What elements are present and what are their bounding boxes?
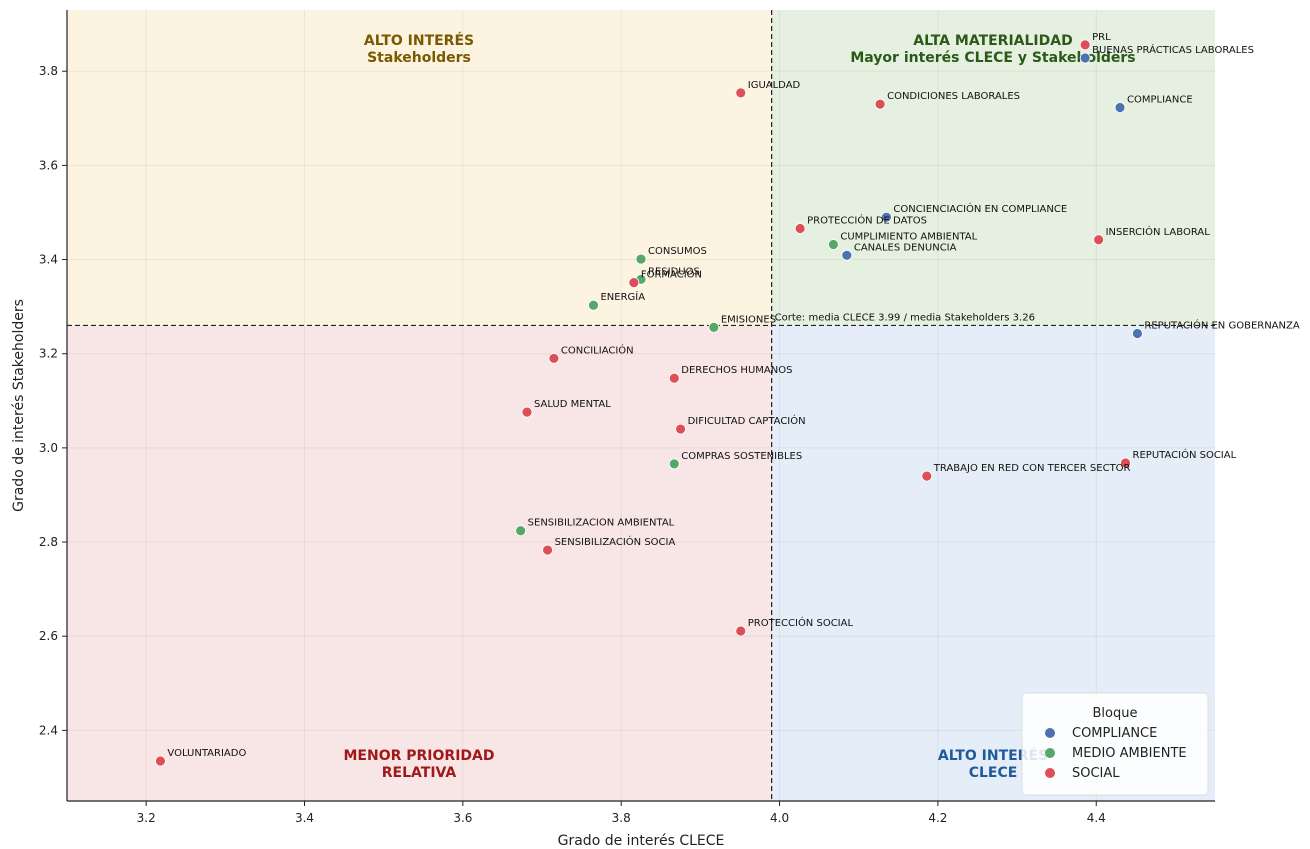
data-point[interactable] [515,525,527,537]
quadrant-bottom-left-label-line-1: MENOR PRIORIDAD [344,748,495,764]
data-point[interactable] [1093,234,1105,246]
data-point-label: COMPRAS SOSTENIBLES [681,451,802,462]
x-tick-label: 3.8 [612,811,631,825]
legend-entry-label: SOCIAL [1072,766,1120,781]
quadrant-top-left-bg [67,10,772,326]
y-tick-label: 2.4 [39,723,58,737]
data-point-label: COMPLIANCE [1127,94,1193,105]
data-point[interactable] [1114,102,1126,113]
data-point-label: CONCILIACIÓN [561,343,634,356]
data-point-label: ENERGÍA [600,290,645,303]
quadrant-bottom-left-label-line-2: RELATIVA [382,765,457,781]
data-point-label: SENSIBILIZACION AMBIENTAL [528,518,675,529]
quadrant-bottom-right-label-line-1: ALTO INTERÉS [938,747,1048,764]
x-tick-label: 4.0 [770,811,789,825]
x-tick-label: 4.4 [1087,811,1106,825]
y-tick-label: 2.6 [39,629,58,643]
data-point[interactable] [1079,39,1091,51]
data-point-label: SALUD MENTAL [534,399,611,410]
quadrant-bottom-left-bg [67,325,772,801]
data-point[interactable] [1079,52,1091,64]
data-point[interactable] [735,625,747,637]
legend-marker [1045,728,1055,738]
data-point-label: PROTECCIÓN SOCIAL [748,616,854,629]
legend-title: Bloque [1093,706,1138,721]
quadrant-top-right-label-line-2: Mayor interés CLECE y Stakeholders [850,50,1135,66]
data-point[interactable] [542,544,553,556]
x-tick-label: 3.2 [137,811,156,825]
data-point[interactable] [588,299,599,311]
cut-line-label: Corte: media CLECE 3.99 / media Stakehol… [775,312,1035,323]
data-point[interactable] [1120,457,1131,469]
data-point-label: CUMPLIMIENTO AMBIENTAL [840,231,977,242]
data-point-label: TRABAJO EN RED CON TERCER SECTOR [933,463,1131,474]
y-tick-label: 2.8 [39,535,58,549]
data-point-label: DIFICULTAD CAPTACIÓN [688,414,806,427]
data-point[interactable] [635,253,647,265]
data-point[interactable] [735,87,747,99]
data-point[interactable] [668,372,680,384]
data-point[interactable] [708,321,720,333]
legend-marker [1045,768,1055,778]
data-point-label: CONDICIONES LABORALES [887,91,1020,102]
data-point-label: INSERCIÓN LABORAL [1106,225,1211,238]
quadrant-top-right-bg [771,10,1215,326]
legend-marker [1045,748,1055,758]
data-point-label: CANALES DENUNCIA [854,242,957,253]
data-point[interactable] [628,277,640,289]
data-point[interactable] [874,98,886,110]
data-point-label: IGUALDAD [748,80,801,91]
y-tick-label: 3.0 [39,441,58,455]
data-point[interactable] [827,239,839,250]
data-point-label: FORMACIÓN [641,268,702,281]
data-point[interactable] [841,249,853,261]
data-point-label: DERECHOS HUMANOS [681,365,792,376]
data-point-label: CONSUMOS [648,246,707,257]
y-tick-label: 3.4 [39,253,58,267]
y-tick-label: 3.2 [39,347,58,361]
data-point-label: REPUTACIÓN SOCIAL [1133,448,1237,461]
x-tick-label: 4.2 [928,811,947,825]
data-point-label: EMISIONES [721,314,776,325]
data-point[interactable] [921,470,933,482]
data-point[interactable] [675,423,686,435]
data-point[interactable] [794,223,806,234]
data-point[interactable] [548,353,560,364]
data-point[interactable] [155,755,166,767]
quadrant-top-left-label-line-2: Stakeholders [367,50,471,66]
data-point-label: CONCIENCIACIÓN EN COMPLIANCE [893,202,1067,215]
data-point[interactable] [881,211,892,223]
data-point[interactable] [668,458,680,470]
data-point[interactable] [521,406,533,418]
legend-entry-label: COMPLIANCE [1072,726,1157,741]
data-point[interactable] [1132,328,1143,339]
quadrant-top-right-label-line-1: ALTA MATERIALIDAD [913,33,1072,49]
x-axis-title: Grado de interés CLECE [558,833,725,849]
x-tick-label: 3.4 [295,811,314,825]
y-tick-label: 3.6 [39,158,58,172]
data-point-label: PRL [1092,32,1111,43]
x-tick-label: 3.6 [453,811,472,825]
legend-entry-label: MEDIO AMBIENTE [1072,746,1187,761]
quadrant-bottom-right-label-line-2: CLECE [969,765,1018,781]
data-point-label: VOLUNTARIADO [167,748,246,759]
data-point-label: REPUTACIÓN EN GOBERNANZA [1144,318,1299,331]
data-point-label: BUENAS PRÁCTICAS LABORALES [1092,43,1254,56]
data-point-label: RESIDUOS [648,266,700,277]
y-tick-label: 3.8 [39,64,58,78]
y-axis-title: Grado de interés Stakeholders [11,299,27,512]
data-point-label: PROTECCIÓN DE DATOS [807,213,927,226]
quadrant-top-left-label-line-1: ALTO INTERÉS [364,32,474,49]
legend-box [1021,692,1209,796]
data-point-label: SENSIBILIZACIÓN SOCIA [555,535,676,548]
